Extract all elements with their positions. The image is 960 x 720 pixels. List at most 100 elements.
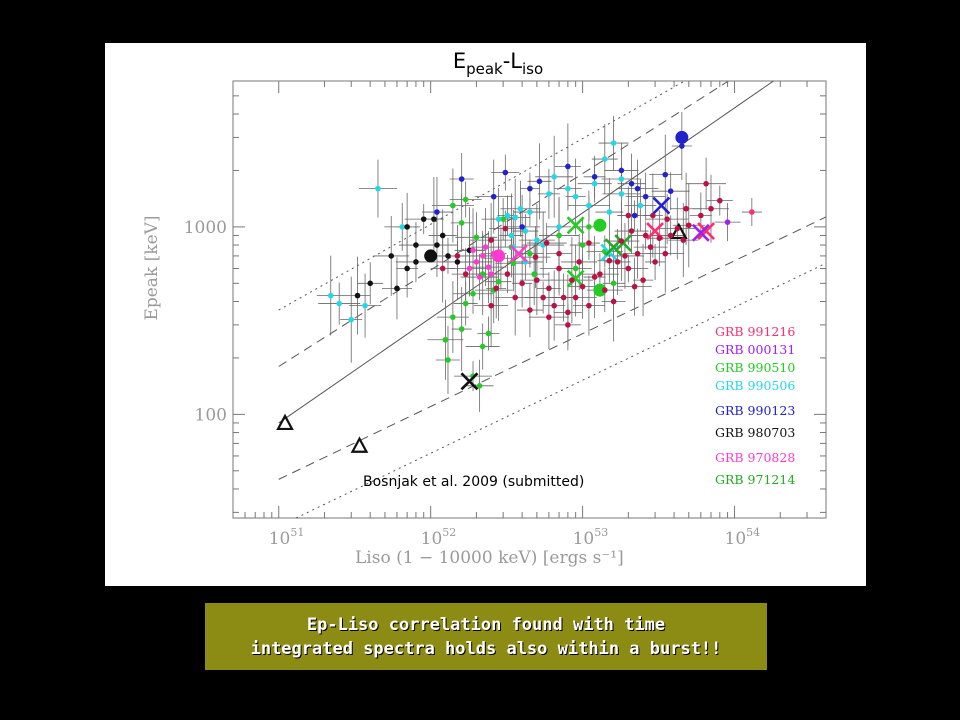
data-point: [572, 193, 579, 200]
data-point: [579, 242, 586, 248]
data-point: [485, 264, 492, 270]
data-point: [625, 212, 632, 219]
data-point: [458, 220, 465, 226]
data-point: [591, 180, 598, 187]
data-point: [642, 193, 649, 200]
data-point: [628, 180, 635, 187]
data-point: [618, 167, 625, 174]
data-point: [531, 271, 537, 277]
data-point: [631, 212, 638, 219]
data-point: [662, 250, 669, 257]
data-point: [647, 244, 654, 250]
data-point: [454, 259, 461, 265]
data-point: [579, 283, 586, 290]
data-point: [664, 216, 670, 222]
data-point: [536, 178, 543, 185]
data-cross-b: [566, 216, 585, 235]
data-point: [517, 205, 524, 212]
data-point: [565, 322, 571, 328]
legend-entry: GRB 991216: [715, 324, 795, 339]
data-point: [394, 285, 400, 292]
data-point: [640, 277, 646, 283]
correlation-line-dotted: [295, 262, 826, 518]
data-point: [576, 259, 583, 265]
data-point: [698, 212, 704, 219]
data-cross-b: [460, 372, 479, 391]
legend-entry: GRB 990510: [715, 360, 795, 375]
data-point: [606, 257, 613, 264]
epeak-liso-chart: 1051 1052 1053 1054 100 1000 GRB 991216 GRB 00…: [142, 49, 827, 568]
chart-title: Epeak-Liso: [453, 49, 543, 78]
data-point: [502, 225, 509, 232]
data-point: [634, 250, 641, 257]
data-point: [656, 235, 663, 242]
data-point: [348, 316, 355, 323]
data-point: [404, 265, 410, 272]
data-point: [500, 216, 506, 222]
data-triangle: [276, 413, 294, 431]
data-point: [442, 336, 449, 343]
data-point: [404, 224, 410, 230]
y-tick-label: 1000: [184, 218, 227, 238]
plot-frame: [232, 80, 827, 519]
data-triangle: [350, 436, 369, 453]
data-point: [667, 232, 674, 239]
data-point-large: [492, 249, 506, 263]
data-point-large: [424, 249, 438, 263]
data-point: [362, 302, 368, 309]
data-point: [502, 169, 509, 176]
data-cross-b: [697, 222, 716, 240]
data-point: [354, 292, 361, 299]
data-point: [717, 197, 723, 204]
data-point: [458, 176, 465, 182]
data-point: [628, 228, 635, 234]
x-tick-label: 1053: [573, 526, 609, 549]
data-triangle: [669, 222, 688, 240]
data-point: [476, 383, 483, 389]
data-point: [546, 314, 552, 320]
data-point: [534, 237, 540, 243]
x-tick-label: 1052: [421, 526, 457, 549]
data-point: [543, 240, 550, 246]
data-point: [527, 185, 533, 192]
data-point: [565, 309, 571, 316]
data-point: [637, 202, 644, 209]
data-point: [485, 330, 492, 337]
data-point: [703, 180, 709, 187]
data-point: [652, 259, 658, 265]
legend-entry: GRB 980703: [715, 425, 795, 440]
data-point: [479, 343, 486, 350]
data-point: [556, 265, 562, 272]
data-point: [439, 232, 446, 239]
data-point: [634, 185, 641, 192]
data-point: [336, 300, 342, 307]
caption-box: Ep-Liso correlation found with time inte…: [205, 603, 767, 670]
title-e: E: [453, 49, 466, 73]
data-point: [466, 265, 473, 272]
data-point: [560, 294, 567, 301]
data-point: [462, 196, 469, 203]
data-point: [631, 283, 638, 290]
data-point: [565, 185, 571, 192]
data-point: [556, 232, 562, 239]
data-point: [534, 277, 540, 283]
data-point: [476, 274, 483, 280]
data-point: [504, 212, 511, 219]
legend-entry: GRB 970828: [715, 450, 795, 465]
data-point: [618, 191, 625, 197]
data-point: [724, 219, 731, 225]
data-point: [434, 242, 440, 248]
data-cross-b: [646, 222, 665, 240]
data-point: [586, 224, 592, 230]
data-point: [597, 271, 603, 277]
data-point: [610, 140, 617, 146]
data-point-large: [593, 283, 607, 297]
data-point: [532, 254, 539, 260]
legend-entry: GRB 971214: [715, 472, 795, 487]
data-point: [488, 302, 494, 309]
data-point: [601, 287, 608, 293]
data-point: [591, 173, 598, 180]
data-point: [614, 259, 621, 265]
data-point: [556, 224, 562, 230]
